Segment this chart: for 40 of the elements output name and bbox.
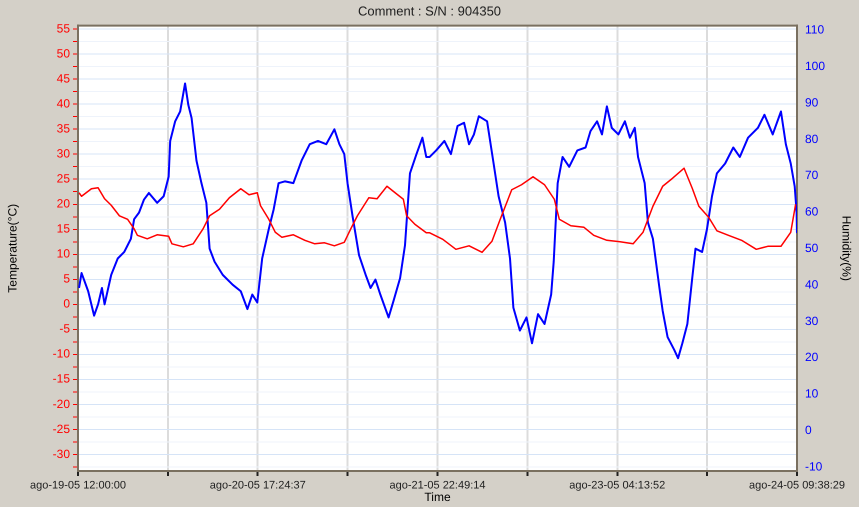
y2-tick-label: 30	[805, 314, 819, 328]
y2-tick-label: 90	[805, 95, 819, 110]
x-tick-label: ago-19-05 12:00:00	[30, 480, 126, 492]
y-tick-label: 20	[56, 196, 70, 211]
y2-tick-label: 110	[805, 22, 824, 37]
x-tick-label: ago-20-05 17:24:37	[210, 480, 306, 492]
y-tick-label: 10	[56, 246, 70, 261]
y2-tick-label: 0	[805, 422, 812, 437]
y2-tick-label: 10	[805, 386, 819, 401]
y-tick-label: -30	[52, 446, 70, 461]
y2-tick-label: 50	[805, 240, 819, 255]
y2-axis-title: Humidity(%)	[839, 216, 854, 281]
y-tick-label: 45	[56, 71, 70, 86]
y2-tick-label: 40	[805, 277, 819, 292]
y2-tick-label: 70	[805, 168, 819, 182]
y-tick-label: -5	[59, 322, 70, 336]
y-tick-label: 55	[56, 21, 70, 36]
chart-title: Comment : S/N : 904350	[358, 3, 502, 18]
y2-tick-label: 20	[805, 350, 819, 364]
y-tick-label: 35	[56, 122, 70, 136]
y-tick-label: -15	[52, 372, 70, 386]
y-tick-label: 30	[56, 146, 70, 161]
y-tick-label: -20	[52, 396, 70, 411]
x-tick-label: ago-23-05 04:13:52	[569, 480, 666, 492]
y-axis-title: Temperature(°C)	[6, 204, 20, 293]
y-tick-label: 5	[63, 272, 70, 286]
x-tick-label: ago-24-05 09:38:29	[748, 480, 846, 492]
y-tick-label: -25	[52, 422, 70, 436]
x-axis-title: Time	[424, 490, 451, 504]
x-tick-label: ago-21-05 22:49:14	[389, 480, 486, 492]
y2-tick-label: 80	[805, 132, 819, 146]
y-tick-label: -10	[52, 346, 70, 361]
y-tick-label: 40	[56, 96, 70, 110]
y-tick-label: 0	[63, 296, 70, 311]
y-tick-label: 50	[56, 46, 70, 60]
y2-tick-label: -10	[805, 459, 823, 474]
y-tick-label: 15	[56, 222, 70, 236]
y2-tick-label: 100	[805, 59, 826, 74]
y2-tick-label: 60	[805, 204, 819, 219]
y-tick-label: 25	[56, 172, 70, 186]
